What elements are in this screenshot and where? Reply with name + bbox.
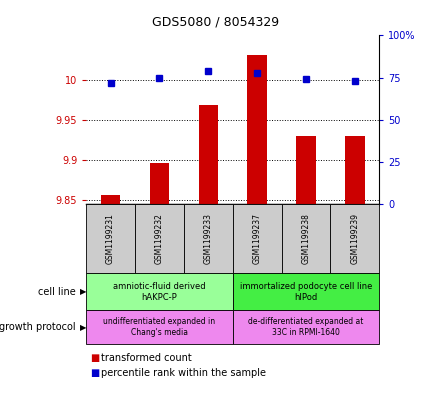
Text: de-differentiated expanded at
33C in RPMI-1640: de-differentiated expanded at 33C in RPM… — [248, 317, 363, 337]
Bar — [344, 136, 364, 204]
Text: ■: ■ — [90, 367, 99, 378]
Text: ■: ■ — [90, 353, 99, 363]
Text: amniotic-fluid derived
hAKPC-P: amniotic-fluid derived hAKPC-P — [113, 282, 205, 302]
Text: ▶: ▶ — [80, 323, 86, 332]
Text: cell line: cell line — [37, 287, 75, 297]
Text: GSM1199237: GSM1199237 — [252, 213, 261, 264]
Bar — [101, 195, 120, 204]
Text: undifferentiated expanded in
Chang's media: undifferentiated expanded in Chang's med… — [103, 317, 215, 337]
Bar — [295, 136, 315, 204]
Text: growth protocol: growth protocol — [0, 322, 75, 332]
Text: GSM1199233: GSM1199233 — [203, 213, 212, 264]
Text: GSM1199231: GSM1199231 — [106, 213, 115, 264]
Text: GSM1199239: GSM1199239 — [350, 213, 359, 264]
Text: ▶: ▶ — [80, 287, 86, 296]
Text: GSM1199238: GSM1199238 — [301, 213, 310, 264]
Text: GSM1199232: GSM1199232 — [155, 213, 163, 264]
Text: GDS5080 / 8054329: GDS5080 / 8054329 — [152, 16, 278, 29]
Bar — [247, 55, 266, 204]
Bar — [149, 163, 169, 204]
Text: percentile rank within the sample: percentile rank within the sample — [101, 367, 266, 378]
Text: transformed count: transformed count — [101, 353, 192, 363]
Bar — [198, 105, 218, 204]
Text: immortalized podocyte cell line
hIPod: immortalized podocyte cell line hIPod — [239, 282, 372, 302]
